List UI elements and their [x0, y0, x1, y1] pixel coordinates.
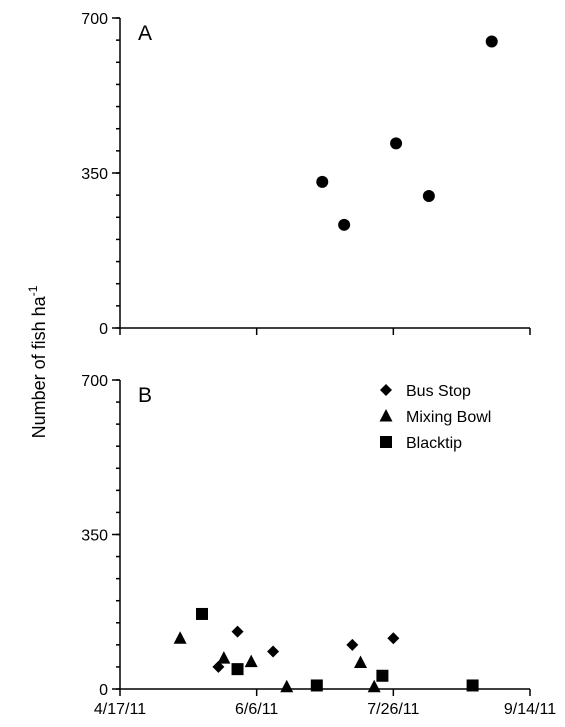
x-tick-label: 4/17/11 [94, 701, 146, 718]
data-point-square [376, 670, 388, 682]
data-point-square [467, 679, 479, 691]
data-point-diamond [232, 626, 244, 638]
y-tick-label: 350 [81, 166, 108, 183]
y-axis-label-superscript: -1 [26, 285, 40, 296]
panel-a: 0 350 700 A [81, 11, 530, 338]
legend-label: Blacktip [406, 435, 462, 452]
y-axis-label-text: Number of fish ha [29, 295, 49, 438]
y-tick-label: 700 [81, 11, 108, 28]
panel-b: 0 350 700 4/17/11 6/6/11 7/26/11 9/14/11 B Bus S… [81, 373, 556, 718]
data-point-diamond [267, 645, 279, 657]
y-tick-label: 0 [99, 682, 108, 699]
y-axis-label: Number of fish ha-1 [26, 285, 49, 438]
legend-marker-square [380, 436, 392, 448]
x-tick-label: 7/26/11 [367, 701, 419, 718]
legend-label: Mixing Bowl [406, 409, 491, 426]
data-point-circle [316, 176, 328, 188]
data-point-circle [338, 219, 350, 231]
x-tick-label: 6/6/11 [235, 701, 278, 718]
data-point-square [196, 608, 208, 620]
data-point-triangle [174, 631, 187, 644]
y-tick-label: 350 [81, 528, 108, 545]
y-tick-label: 700 [81, 373, 108, 390]
data-point-triangle [217, 651, 230, 664]
data-point-square [232, 663, 244, 675]
data-point-diamond [346, 639, 358, 651]
legend-marker-triangle [380, 409, 393, 422]
legend-marker-diamond [380, 384, 392, 396]
data-point-circle [423, 190, 435, 202]
data-point-circle [486, 35, 498, 47]
data-point-circle [390, 137, 402, 149]
y-tick-label: 0 [99, 321, 108, 338]
data-point-triangle [245, 655, 258, 668]
data-point-triangle [354, 656, 367, 669]
data-point-square [311, 679, 323, 691]
data-point-diamond [387, 632, 399, 644]
panel-label: B [138, 384, 152, 407]
x-tick-label: 9/14/11 [504, 701, 556, 718]
legend-label: Bus Stop [406, 383, 471, 400]
panel-label: A [138, 22, 152, 45]
data-point-triangle [280, 680, 293, 693]
